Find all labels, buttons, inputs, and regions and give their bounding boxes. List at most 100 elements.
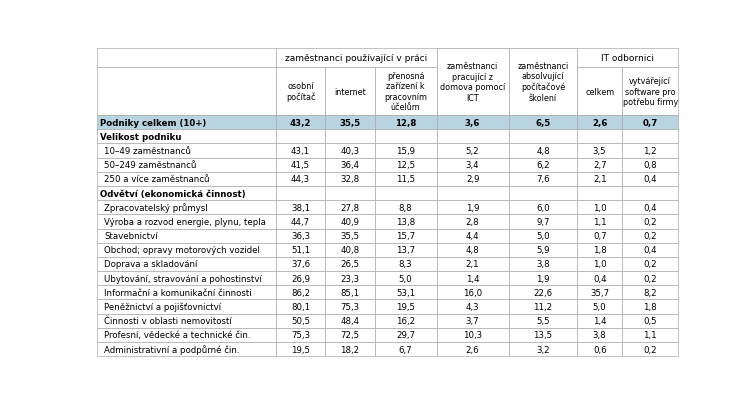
- Bar: [436, 215, 509, 229]
- Text: Výroba a rozvod energie, plynu, tepla: Výroba a rozvod energie, plynu, tepla: [104, 217, 267, 226]
- Bar: [374, 186, 436, 200]
- Bar: [622, 116, 678, 130]
- Text: 5,2: 5,2: [466, 147, 479, 156]
- Bar: [578, 172, 622, 186]
- Bar: [622, 243, 678, 257]
- Text: 11,2: 11,2: [534, 302, 553, 311]
- Text: 26,5: 26,5: [341, 260, 359, 269]
- Bar: [578, 215, 622, 229]
- Text: 18,2: 18,2: [341, 345, 359, 354]
- Bar: [325, 172, 374, 186]
- Text: 5,0: 5,0: [536, 231, 550, 241]
- Bar: [578, 144, 622, 158]
- Bar: [374, 257, 436, 271]
- Bar: [578, 116, 622, 130]
- Bar: [276, 158, 325, 172]
- Text: 3,8: 3,8: [593, 330, 606, 340]
- Bar: [436, 314, 509, 328]
- Text: 1,8: 1,8: [643, 302, 657, 311]
- Text: 43,2: 43,2: [290, 118, 311, 127]
- Text: 3,6: 3,6: [465, 118, 480, 127]
- Text: 48,4: 48,4: [341, 316, 359, 325]
- Bar: [97, 342, 276, 356]
- Text: 5,5: 5,5: [536, 316, 550, 325]
- Bar: [509, 144, 578, 158]
- Bar: [622, 200, 678, 215]
- Bar: [436, 130, 509, 144]
- Bar: [509, 215, 578, 229]
- Bar: [374, 200, 436, 215]
- Text: 1,9: 1,9: [536, 274, 550, 283]
- Bar: [622, 68, 678, 116]
- Bar: [578, 130, 622, 144]
- Bar: [436, 172, 509, 186]
- Bar: [276, 186, 325, 200]
- Bar: [436, 49, 509, 116]
- Text: 86,2: 86,2: [291, 288, 310, 297]
- Text: Ubytování, stravování a pohostinství: Ubytování, stravování a pohostinství: [104, 274, 262, 283]
- Text: 5,0: 5,0: [593, 302, 606, 311]
- Text: 36,3: 36,3: [291, 231, 310, 241]
- Bar: [325, 144, 374, 158]
- Text: 27,8: 27,8: [341, 203, 359, 212]
- Bar: [622, 229, 678, 243]
- Bar: [436, 286, 509, 300]
- Bar: [509, 271, 578, 286]
- Bar: [97, 243, 276, 257]
- Text: osobní
počítač: osobní počítač: [286, 82, 316, 102]
- Bar: [578, 229, 622, 243]
- Bar: [276, 257, 325, 271]
- Text: 12,8: 12,8: [395, 118, 416, 127]
- Bar: [325, 300, 374, 314]
- Bar: [622, 328, 678, 342]
- Text: 1,8: 1,8: [593, 246, 606, 255]
- Text: 1,0: 1,0: [593, 203, 606, 212]
- Bar: [509, 158, 578, 172]
- Text: 12,5: 12,5: [396, 161, 415, 170]
- Bar: [97, 271, 276, 286]
- Bar: [276, 49, 436, 68]
- Bar: [276, 215, 325, 229]
- Text: 6,2: 6,2: [536, 161, 550, 170]
- Bar: [97, 158, 276, 172]
- Text: 9,7: 9,7: [536, 217, 550, 226]
- Text: Zpracovatelský průmysl: Zpracovatelský průmysl: [104, 203, 208, 213]
- Bar: [276, 144, 325, 158]
- Bar: [436, 144, 509, 158]
- Bar: [622, 314, 678, 328]
- Text: 40,8: 40,8: [341, 246, 359, 255]
- Text: 13,5: 13,5: [534, 330, 553, 340]
- Bar: [622, 130, 678, 144]
- Bar: [436, 116, 509, 130]
- Bar: [436, 49, 509, 68]
- Bar: [509, 130, 578, 144]
- Bar: [276, 314, 325, 328]
- Text: 50,5: 50,5: [291, 316, 310, 325]
- Text: 0,2: 0,2: [643, 274, 657, 283]
- Text: 13,7: 13,7: [396, 246, 415, 255]
- Text: 44,7: 44,7: [291, 217, 310, 226]
- Bar: [578, 158, 622, 172]
- Bar: [622, 286, 678, 300]
- Text: 2,1: 2,1: [466, 260, 479, 269]
- Text: 40,9: 40,9: [341, 217, 359, 226]
- Bar: [578, 342, 622, 356]
- Text: 51,1: 51,1: [291, 246, 310, 255]
- Text: 15,7: 15,7: [396, 231, 415, 241]
- Text: 5,0: 5,0: [399, 274, 412, 283]
- Bar: [276, 243, 325, 257]
- Bar: [578, 286, 622, 300]
- Bar: [97, 215, 276, 229]
- Text: 2,8: 2,8: [466, 217, 479, 226]
- Text: 8,3: 8,3: [399, 260, 412, 269]
- Bar: [325, 200, 374, 215]
- Text: 0,5: 0,5: [643, 316, 657, 325]
- Text: 5,9: 5,9: [536, 246, 550, 255]
- Bar: [509, 300, 578, 314]
- Text: 35,5: 35,5: [341, 231, 359, 241]
- Text: 44,3: 44,3: [291, 175, 310, 184]
- Bar: [578, 49, 678, 68]
- Text: zaměstnanci
absolvující
počítačové
školení: zaměstnanci absolvující počítačové škole…: [517, 62, 569, 103]
- Text: Činnosti v oblasti nemovitostí: Činnosti v oblasti nemovitostí: [104, 316, 232, 325]
- Text: zaměstnanci používající v práci: zaměstnanci používající v práci: [285, 54, 427, 63]
